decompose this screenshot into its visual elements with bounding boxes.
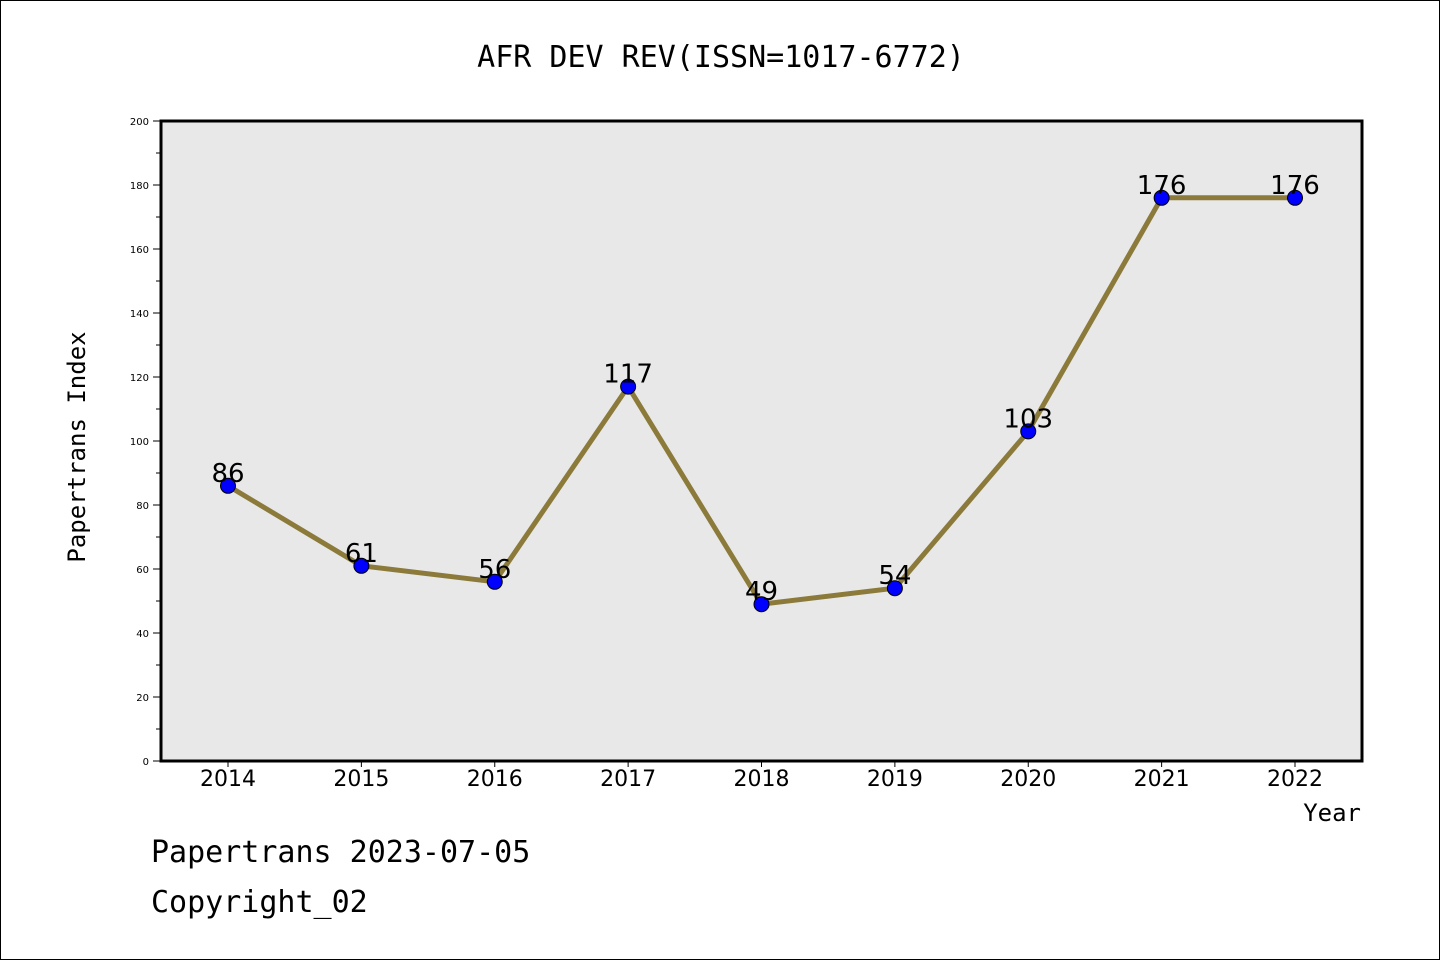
y-tick-label: 160	[130, 245, 149, 256]
y-tick-label: 140	[130, 309, 149, 320]
data-label-2022: 176	[1270, 171, 1320, 201]
data-label-2014: 86	[211, 459, 244, 489]
x-tick-label: 2018	[734, 767, 790, 792]
data-markers	[220, 189, 1303, 613]
data-point-2021	[1153, 189, 1170, 206]
data-point-2014	[220, 477, 236, 494]
y-tick-label: 80	[136, 501, 149, 512]
x-axis: 2014 2015 2016 2017 2018 2019 2020 2021 2022	[200, 761, 1323, 792]
x-tick-label: 2016	[467, 767, 523, 792]
data-label-2016: 56	[478, 555, 511, 585]
y-tick-label: 180	[130, 181, 149, 192]
y-tick-label: 40	[136, 629, 149, 640]
data-point-2016	[486, 573, 503, 590]
y-tick-label: 100	[130, 437, 149, 448]
plot-border	[159, 119, 1364, 763]
data-point-2020	[1020, 423, 1037, 440]
chart-title: AFR DEV REV(ISSN=1017-6772)	[477, 40, 965, 75]
x-tick-label: 2017	[600, 767, 656, 792]
y-tick-label: 0	[143, 757, 149, 768]
data-point-2022	[1287, 189, 1303, 206]
x-tick-label: 2020	[1000, 767, 1056, 792]
x-tick-label: 2022	[1267, 767, 1323, 792]
x-tick-label: 2015	[333, 767, 389, 792]
x-tick-label: 2021	[1134, 767, 1190, 792]
y-axis: 0 20 40 60 80 100 120 140 160 180 200	[130, 117, 161, 768]
data-point-2018	[753, 596, 770, 613]
y-tick-label: 60	[136, 565, 149, 576]
y-axis-label: Papertrans Index	[63, 331, 91, 562]
data-point-2015	[353, 557, 370, 574]
data-label-2020: 103	[1003, 404, 1053, 434]
data-label-2019: 54	[878, 561, 911, 591]
x-tick-label: 2019	[867, 767, 923, 792]
footer-copyright: Copyright_02	[151, 885, 368, 920]
data-point-2019	[886, 580, 903, 597]
y-tick-label: 200	[130, 117, 149, 128]
x-tick-label: 2014	[200, 767, 256, 792]
plot-area	[161, 121, 1362, 761]
data-labels: 86 61 56 117 49 54 103 176 176	[211, 171, 1319, 607]
data-label-2017: 117	[603, 360, 653, 390]
y-tick-label: 120	[130, 373, 149, 384]
x-axis-label: Year	[1303, 799, 1361, 827]
footer-date: Papertrans 2023-07-05	[151, 835, 531, 870]
data-label-2015: 61	[345, 539, 378, 569]
y-tick-label: 20	[136, 693, 149, 704]
data-label-2021: 176	[1137, 171, 1187, 201]
data-label-2018: 49	[745, 577, 778, 607]
data-point-2017	[620, 378, 637, 395]
